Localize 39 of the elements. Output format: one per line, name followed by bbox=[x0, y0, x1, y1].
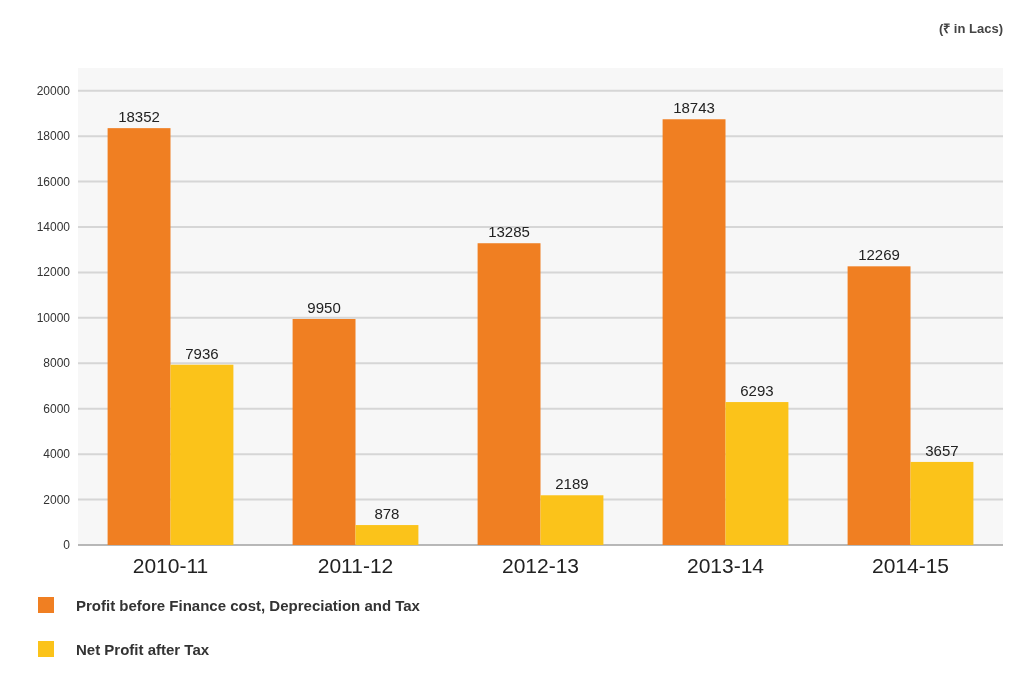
x-tick-label: 2013-14 bbox=[686, 554, 765, 577]
x-tick-label: 2012-13 bbox=[501, 554, 580, 577]
data-label: 9950 bbox=[307, 298, 341, 316]
y-tick-label: 16000 bbox=[36, 174, 71, 189]
y-tick-label: 14000 bbox=[36, 220, 71, 234]
bar bbox=[725, 402, 789, 545]
bar bbox=[662, 119, 726, 545]
bar bbox=[847, 266, 911, 545]
data-label: 878 bbox=[374, 505, 400, 523]
y-tick-label: 10000 bbox=[36, 310, 71, 325]
data-label: 18743 bbox=[673, 99, 715, 117]
legend-label: Profit before Finance cost, Depreciation and Tax bbox=[76, 597, 421, 614]
data-label: 7936 bbox=[185, 344, 219, 362]
x-tick-label: 2011-12 bbox=[317, 554, 394, 577]
y-tick-label: 6000 bbox=[43, 401, 71, 416]
y-tick-label: 20000 bbox=[36, 83, 71, 98]
y-tick-label: 8000 bbox=[43, 356, 71, 371]
data-label: 12269 bbox=[858, 246, 900, 264]
data-label: 6293 bbox=[740, 382, 774, 400]
legend-label: Net Profit after Tax bbox=[76, 641, 210, 658]
y-tick-label: 2000 bbox=[43, 492, 71, 507]
bar bbox=[910, 461, 974, 545]
y-tick-label: 4000 bbox=[43, 447, 71, 462]
bar bbox=[107, 128, 171, 545]
data-label: 3657 bbox=[925, 441, 959, 459]
y-tick-label: 12000 bbox=[36, 265, 71, 280]
data-label: 18352 bbox=[118, 108, 160, 126]
y-tick-label: 0 bbox=[63, 538, 71, 552]
data-label: 2189 bbox=[555, 475, 589, 493]
y-tick-label: 18000 bbox=[36, 129, 71, 144]
bar bbox=[170, 364, 234, 545]
bar bbox=[292, 318, 356, 545]
text: (₹ in Lacs) bbox=[938, 21, 1003, 36]
bar bbox=[355, 525, 419, 545]
x-tick-label: 2014-15 bbox=[871, 554, 950, 577]
x-tick-label: 2010-11 bbox=[132, 554, 209, 577]
bar bbox=[477, 243, 541, 545]
data-label: 13285 bbox=[488, 223, 530, 241]
bar bbox=[540, 495, 604, 545]
